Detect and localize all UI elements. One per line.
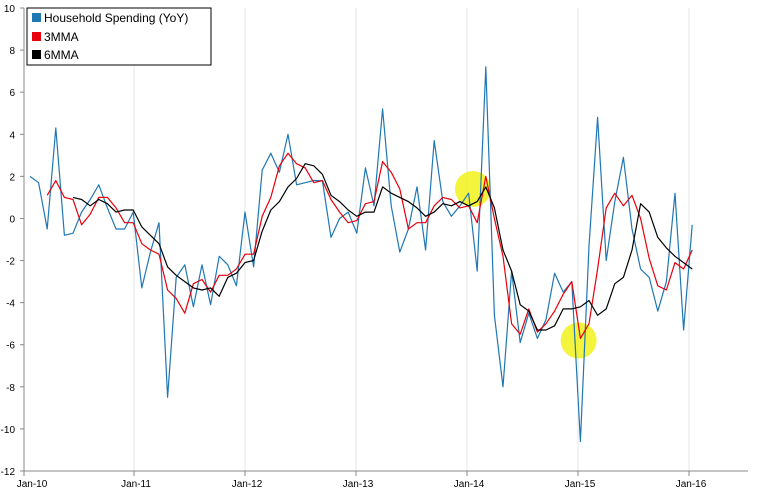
series-line-household-spending bbox=[29, 66, 693, 443]
highlights bbox=[454, 170, 597, 359]
y-tick-label: 6 bbox=[9, 88, 15, 99]
series-line-6mma bbox=[72, 163, 693, 331]
axes bbox=[23, 8, 748, 472]
highlight-marker bbox=[560, 322, 597, 359]
x-tick-label: Jan-12 bbox=[232, 479, 263, 490]
y-tick-label: 0 bbox=[9, 214, 15, 225]
x-tick-labels: Jan-10 Jan-11 Jan-12 Jan-13 Jan-14 Jan-15 Jan-… bbox=[17, 471, 707, 490]
x-tick-label: Jan-13 bbox=[343, 479, 374, 490]
legend-label-household: Household Spending (YoY) bbox=[44, 11, 188, 25]
y-tick-label: 4 bbox=[9, 130, 15, 141]
y-tick-labels: 10 8 6 4 2 0 -2 -4 -6 -8 -10 -12 bbox=[1, 4, 24, 478]
gridlines bbox=[23, 8, 690, 471]
x-tick-label: Jan-16 bbox=[676, 479, 707, 490]
x-tick-label: Jan-10 bbox=[17, 479, 48, 490]
y-tick-label: -8 bbox=[6, 383, 15, 394]
legend-swatch-household bbox=[32, 13, 41, 22]
series-lines bbox=[29, 66, 693, 443]
y-tick-label: 8 bbox=[9, 46, 15, 57]
legend: Household Spending (YoY) 3MMA 6MMA bbox=[26, 7, 212, 66]
legend-box bbox=[26, 7, 212, 66]
y-tick-label: -10 bbox=[1, 425, 16, 436]
legend-swatch-6mma bbox=[32, 50, 41, 59]
y-tick-label: -4 bbox=[6, 299, 15, 310]
y-tick-label: -6 bbox=[6, 341, 15, 352]
x-tick-label: Jan-11 bbox=[121, 479, 151, 490]
x-tick-label: Jan-15 bbox=[565, 479, 596, 490]
legend-label-6mma: 6MMA bbox=[44, 48, 79, 62]
legend-label-3mma: 3MMA bbox=[44, 30, 79, 44]
series-line-3mma bbox=[46, 152, 693, 339]
x-tick-label: Jan-14 bbox=[454, 479, 485, 490]
y-tick-label: -2 bbox=[6, 257, 15, 268]
y-tick-label: -12 bbox=[1, 467, 16, 478]
y-tick-label: 2 bbox=[9, 172, 15, 183]
legend-swatch-3mma bbox=[32, 32, 41, 41]
y-tick-label: 10 bbox=[4, 4, 16, 15]
